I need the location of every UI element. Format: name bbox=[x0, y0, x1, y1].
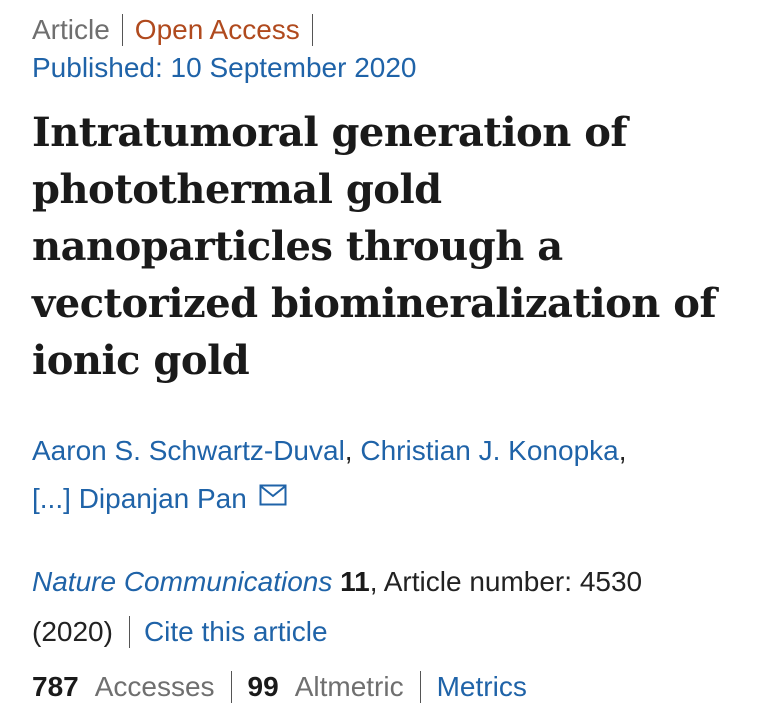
metrics-link[interactable]: Metrics bbox=[436, 671, 527, 702]
publication-year: (2020) bbox=[32, 616, 113, 647]
metrics-bar: 787 Accesses 99 Altmetric Metrics bbox=[32, 667, 752, 707]
author-separator: , bbox=[618, 435, 627, 466]
show-all-authors-button[interactable]: [...] bbox=[32, 483, 71, 514]
author-list: Aaron S. Schwartz-Duval, Christian J. Ko… bbox=[32, 427, 752, 523]
journal-name[interactable]: Nature Communications bbox=[32, 566, 333, 597]
article-number: Article number: 4530 bbox=[383, 566, 643, 597]
open-access-label: Open Access bbox=[134, 14, 300, 45]
citation-line: Nature Communications 11, Article number… bbox=[32, 566, 643, 597]
title-line: vectorized biomineralization of bbox=[32, 280, 717, 327]
title-line: Intratumoral generation of bbox=[32, 109, 628, 156]
author-link[interactable]: Christian J. Konopka bbox=[360, 435, 619, 466]
divider bbox=[311, 14, 313, 46]
divider bbox=[121, 14, 123, 46]
author-separator: , bbox=[344, 435, 361, 466]
citation-block: Nature Communications 11, Article number… bbox=[32, 557, 752, 657]
accesses-label: Accesses bbox=[94, 671, 215, 702]
article-header: Article Open Access Published: 10 Septem… bbox=[32, 12, 752, 707]
divider bbox=[230, 671, 232, 703]
article-title: Intratumoral generation of photothermal … bbox=[32, 104, 742, 389]
divider bbox=[419, 671, 421, 703]
title-line: nanoparticles through a bbox=[32, 223, 563, 270]
accesses-count: 787 bbox=[32, 671, 79, 702]
divider bbox=[128, 616, 130, 648]
published-date: Published: 10 September 2020 bbox=[32, 52, 417, 83]
author-link[interactable]: Aaron S. Schwartz-Duval bbox=[32, 435, 345, 466]
altmetric-count: 99 bbox=[247, 671, 279, 702]
volume-number: 11 bbox=[340, 566, 370, 597]
title-line: ionic gold bbox=[32, 337, 250, 384]
article-type: Article bbox=[32, 14, 110, 45]
cite-line: (2020) Cite this article bbox=[32, 607, 752, 657]
altmetric-label: Altmetric bbox=[294, 671, 404, 702]
cite-article-link[interactable]: Cite this article bbox=[143, 616, 328, 647]
author-link[interactable]: Dipanjan Pan bbox=[78, 483, 247, 514]
envelope-icon[interactable] bbox=[259, 484, 287, 506]
article-meta: Article Open Access bbox=[32, 12, 752, 48]
title-line: photothermal gold bbox=[32, 166, 442, 213]
